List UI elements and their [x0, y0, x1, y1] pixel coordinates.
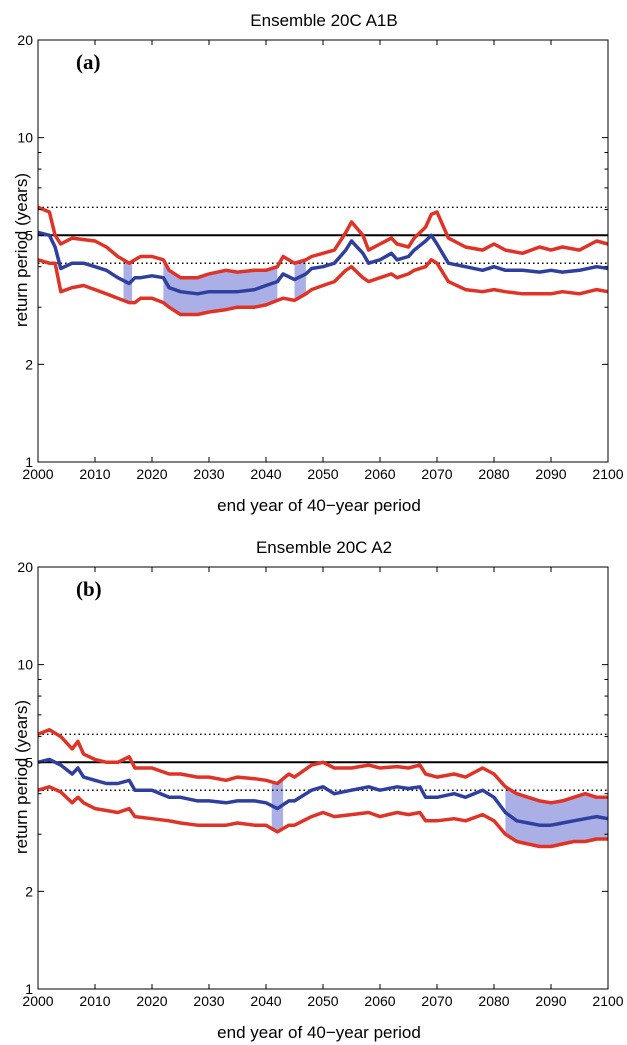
y-tick-label: 1 [25, 454, 33, 470]
shaded-band [294, 259, 306, 301]
x-tick-label: 2080 [478, 466, 509, 482]
plot-frame [37, 566, 609, 990]
shaded-band [271, 778, 284, 832]
shaded-band [163, 259, 278, 315]
x-tick-label: 2020 [136, 993, 167, 1009]
x-tick-label: 2090 [535, 993, 566, 1009]
x-axis-label: end year of 40−year period [217, 496, 421, 515]
chart-title: Ensemble 20C A2 [256, 538, 392, 557]
y-tick-label: 2 [25, 883, 33, 899]
y-tick-label: 2 [25, 356, 33, 372]
x-tick-label: 2010 [79, 466, 110, 482]
chart-panel-a: Ensemble 20C A1B 2000 2010 2020 2030 2040 205… [12, 11, 624, 515]
x-tick-label: 2050 [307, 466, 338, 482]
y-tick-label: 1 [25, 981, 33, 997]
y-axis-label: return period (years) [12, 173, 31, 327]
x-tick-label: 2090 [535, 466, 566, 482]
x-tick-label: 2070 [421, 993, 452, 1009]
panel-label: (a) [76, 50, 101, 74]
x-tick-label: 2070 [421, 466, 452, 482]
x-tick-label: 2080 [478, 993, 509, 1009]
x-tick-label: 2030 [193, 993, 224, 1009]
x-tick-label: 2040 [250, 993, 281, 1009]
chart-panel-b: Ensemble 20C A2 2000 2010 2020 2030 2040 2050… [12, 538, 624, 1042]
y-tick-label: 5 [25, 227, 33, 243]
shaded-band [505, 786, 608, 847]
x-tick-label: 2020 [136, 466, 167, 482]
x-tick-label: 2040 [250, 466, 281, 482]
x-tick-label: 2100 [592, 993, 623, 1009]
lower-bound-line [37, 258, 609, 317]
x-tick-label: 2000 [22, 993, 53, 1009]
chart-title: Ensemble 20C A1B [250, 11, 397, 30]
y-tick-label: 20 [17, 32, 33, 48]
lower-bound-line [37, 785, 608, 849]
x-tick-label: 2010 [79, 993, 110, 1009]
median-line [37, 757, 609, 827]
panel-label: (b) [76, 577, 102, 601]
upper-bound-line [37, 205, 609, 280]
x-axis-label: end year of 40−year period [217, 1023, 421, 1042]
median-line [37, 230, 609, 296]
x-tick-label: 2060 [364, 993, 395, 1009]
plot-area: 2000 2010 2020 2030 2040 2050 2060 2070 2080 2090… [17, 559, 623, 1009]
x-tick-label: 2030 [193, 466, 224, 482]
plot-frame [37, 39, 609, 463]
x-tick-label: 2100 [592, 466, 623, 482]
x-tick-label: 2060 [364, 466, 395, 482]
plot-area: 2000 2010 2020 2030 2040 2050 2060 2070 2080 2090… [17, 32, 623, 482]
x-tick-label: 2000 [22, 466, 53, 482]
x-tick-label: 2050 [307, 993, 338, 1009]
y-tick-label: 20 [17, 559, 33, 575]
y-axis-label: return period (years) [12, 700, 31, 854]
upper-bound-line [37, 727, 608, 805]
y-tick-label: 5 [25, 754, 33, 770]
y-tick-label: 10 [17, 657, 33, 673]
y-tick-label: 10 [17, 130, 33, 146]
